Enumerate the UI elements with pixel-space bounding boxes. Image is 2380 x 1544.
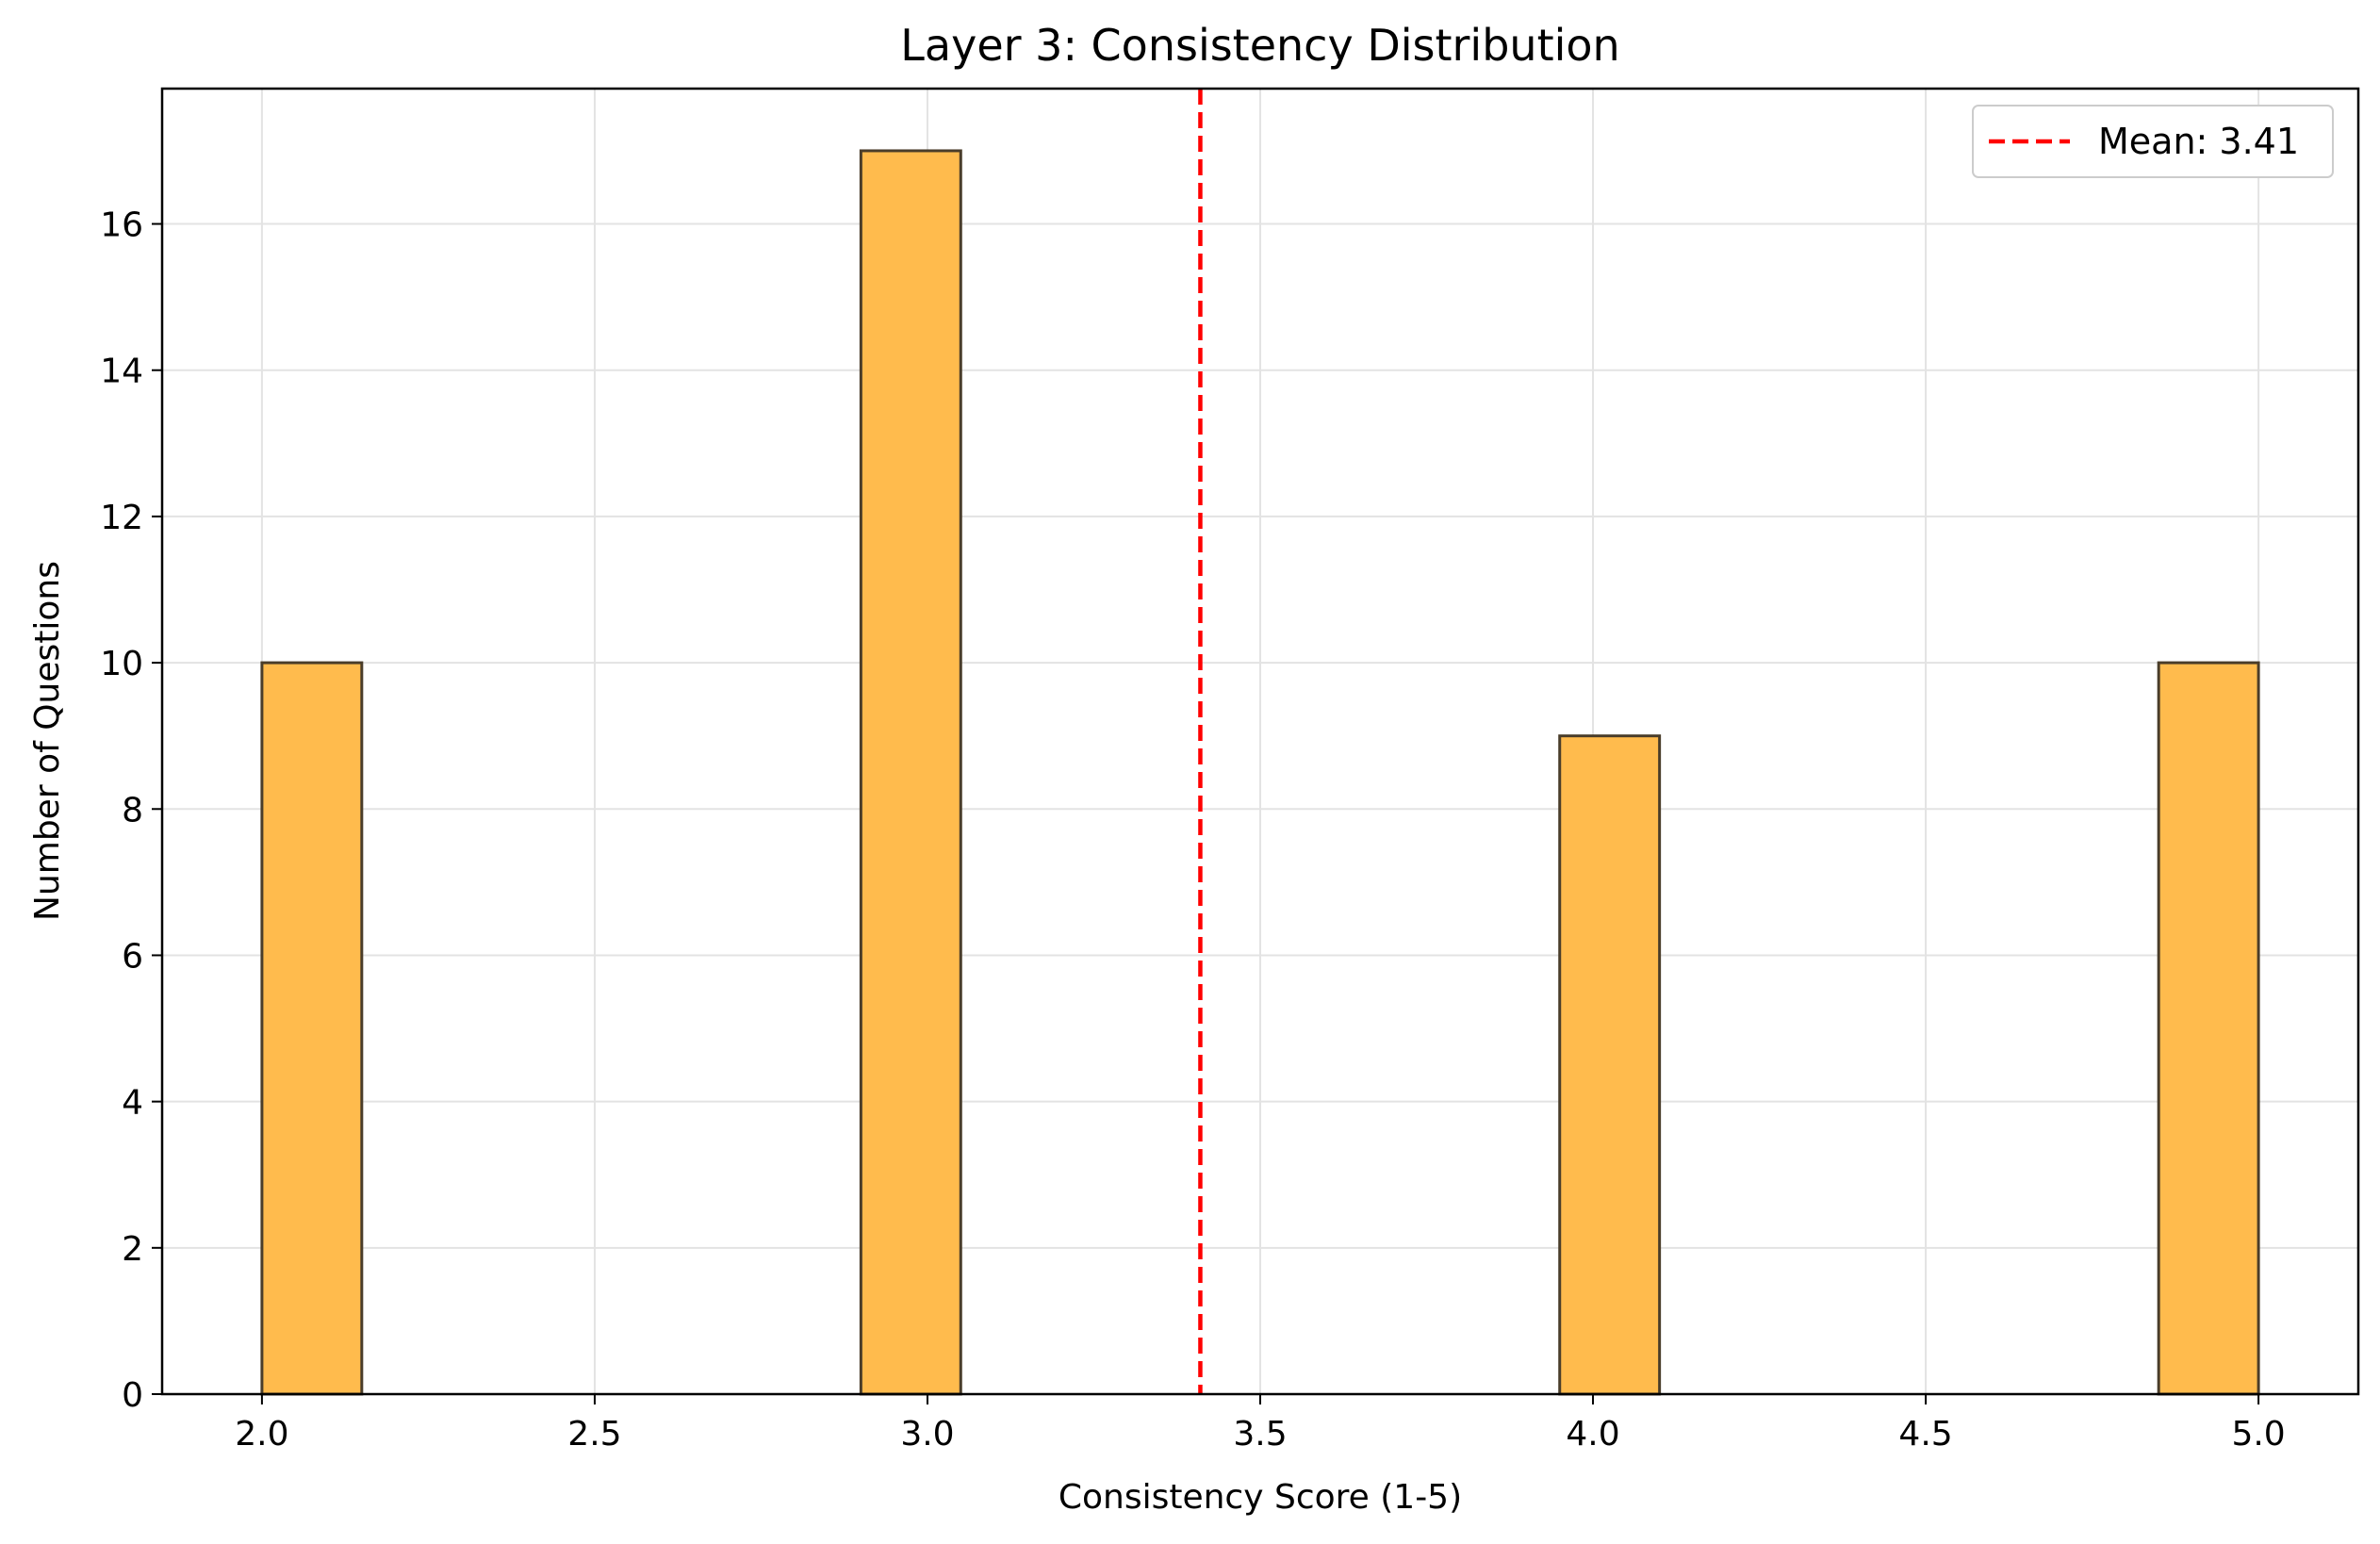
- histogram-bars: [260, 149, 2260, 1396]
- histogram-bar: [859, 149, 962, 1396]
- legend: Mean: 3.41: [1972, 105, 2334, 178]
- legend-box: [1972, 105, 2334, 178]
- x-tick-label: 2.5: [567, 1415, 621, 1454]
- y-tick-label: 10: [100, 645, 143, 683]
- y-axis-ticks: 0 2 4 6 8 10 12 14 16: [100, 206, 162, 1415]
- x-tick-label: 4.5: [1898, 1415, 1952, 1454]
- y-tick-label: 6: [122, 937, 143, 976]
- histogram-bar: [260, 661, 364, 1396]
- y-tick-label: 14: [100, 353, 143, 391]
- x-tick-label: 2.0: [235, 1415, 288, 1454]
- legend-mean-label: Mean: 3.41: [2098, 121, 2299, 162]
- histogram-bar: [1558, 734, 1662, 1396]
- y-tick-label: 0: [122, 1376, 143, 1415]
- chart-title: Layer 3: Consistency Distribution: [900, 20, 1619, 71]
- x-axis-ticks: 2.0 2.5 3.0 3.5 4.0 4.5 5.0: [235, 1394, 2286, 1454]
- y-axis-label: Number of Questions: [28, 561, 67, 921]
- y-tick-label: 16: [100, 206, 143, 245]
- y-tick-label: 2: [122, 1230, 143, 1269]
- y-tick-label: 4: [122, 1084, 143, 1123]
- x-axis-label: Consistency Score (1-5): [1059, 1478, 1462, 1517]
- x-tick-label: 4.0: [1566, 1415, 1619, 1454]
- y-tick-label: 8: [122, 791, 143, 829]
- y-tick-label: 12: [100, 499, 143, 537]
- x-tick-label: 5.0: [2231, 1415, 2285, 1454]
- x-tick-label: 3.0: [900, 1415, 954, 1454]
- histogram-bar: [2157, 661, 2260, 1396]
- x-tick-label: 3.5: [1233, 1415, 1287, 1454]
